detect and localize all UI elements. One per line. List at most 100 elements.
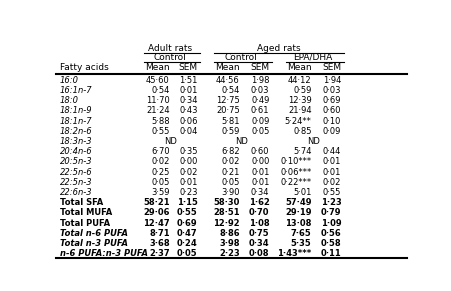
Text: 0·05: 0·05 — [251, 127, 269, 136]
Text: 0·47: 0·47 — [177, 229, 197, 238]
Text: 5·88: 5·88 — [151, 117, 169, 126]
Text: 44·12: 44·12 — [287, 76, 311, 85]
Text: 20:4n-6: 20:4n-6 — [60, 147, 92, 156]
Text: 0·11: 0·11 — [320, 249, 341, 258]
Text: 0·44: 0·44 — [322, 147, 341, 156]
Text: 1·23: 1·23 — [320, 198, 341, 207]
Text: 7·65: 7·65 — [290, 229, 311, 238]
Text: 0·09: 0·09 — [322, 127, 341, 136]
Text: 0·06: 0·06 — [179, 117, 197, 126]
Text: 0·56: 0·56 — [320, 229, 341, 238]
Text: 45·60: 45·60 — [146, 76, 169, 85]
Text: 21·24: 21·24 — [146, 107, 169, 115]
Text: 3·59: 3·59 — [151, 188, 169, 197]
Text: Mean: Mean — [215, 63, 239, 72]
Text: Mean: Mean — [145, 63, 169, 72]
Text: 0·55: 0·55 — [176, 208, 197, 217]
Text: 0·10***: 0·10*** — [280, 157, 311, 166]
Text: 5·01: 5·01 — [293, 188, 311, 197]
Text: 20:5n-3: 20:5n-3 — [60, 157, 92, 166]
Text: 0·02: 0·02 — [179, 168, 197, 177]
Text: 0·06***: 0·06*** — [280, 168, 311, 177]
Text: 8·86: 8·86 — [219, 229, 239, 238]
Text: 29·19: 29·19 — [285, 208, 311, 217]
Text: 0·23: 0·23 — [179, 188, 197, 197]
Text: Total SFA: Total SFA — [60, 198, 103, 207]
Text: 0·04: 0·04 — [179, 127, 197, 136]
Text: 0·55: 0·55 — [322, 188, 341, 197]
Text: 22:5n-6: 22:5n-6 — [60, 168, 92, 177]
Text: 12·75: 12·75 — [216, 96, 239, 105]
Text: 57·49: 57·49 — [285, 198, 311, 207]
Text: 0·01: 0·01 — [322, 168, 341, 177]
Text: EPA/DHA: EPA/DHA — [293, 53, 332, 62]
Text: Total n-3 PUFA: Total n-3 PUFA — [60, 239, 128, 248]
Text: 0·03: 0·03 — [322, 86, 341, 95]
Text: 29·06: 29·06 — [143, 208, 169, 217]
Text: 0·34: 0·34 — [250, 188, 269, 197]
Text: 12·39: 12·39 — [287, 96, 311, 105]
Text: 1·62: 1·62 — [248, 198, 269, 207]
Text: 1·43***: 1·43*** — [276, 249, 311, 258]
Text: 0·01: 0·01 — [251, 168, 269, 177]
Text: 18:2n-6: 18:2n-6 — [60, 127, 92, 136]
Text: 20·75: 20·75 — [216, 107, 239, 115]
Text: 0·10: 0·10 — [322, 117, 341, 126]
Text: ND: ND — [164, 137, 176, 146]
Text: SEM: SEM — [178, 63, 197, 72]
Text: 0·54: 0·54 — [221, 86, 239, 95]
Text: 0·00: 0·00 — [251, 157, 269, 166]
Text: SEM: SEM — [250, 63, 269, 72]
Text: 0·59: 0·59 — [221, 127, 239, 136]
Text: 16:1n-7: 16:1n-7 — [60, 86, 92, 95]
Text: 5·24**: 5·24** — [284, 117, 311, 126]
Text: 44·56: 44·56 — [216, 76, 239, 85]
Text: 0·05: 0·05 — [221, 178, 239, 187]
Text: 22:6n-3: 22:6n-3 — [60, 188, 92, 197]
Text: 0·60: 0·60 — [322, 107, 341, 115]
Text: 0·05: 0·05 — [177, 249, 197, 258]
Text: 0·55: 0·55 — [151, 127, 169, 136]
Text: 0·00: 0·00 — [179, 157, 197, 166]
Text: 1·09: 1·09 — [320, 219, 341, 228]
Text: Mean: Mean — [286, 63, 311, 72]
Text: ND: ND — [235, 137, 247, 146]
Text: 18:1n-7: 18:1n-7 — [60, 117, 92, 126]
Text: 6·82: 6·82 — [221, 147, 239, 156]
Text: 2·23: 2·23 — [218, 249, 239, 258]
Text: 5·81: 5·81 — [221, 117, 239, 126]
Text: 0·34: 0·34 — [249, 239, 269, 248]
Text: SEM: SEM — [322, 63, 341, 72]
Text: 18:3n-3: 18:3n-3 — [60, 137, 92, 146]
Text: 1·94: 1·94 — [322, 76, 341, 85]
Text: 0·03: 0·03 — [250, 86, 269, 95]
Text: 13·08: 13·08 — [285, 219, 311, 228]
Text: 18:0: 18:0 — [60, 96, 79, 105]
Text: 58·30: 58·30 — [213, 198, 239, 207]
Text: 12·47: 12·47 — [143, 219, 169, 228]
Text: 28·51: 28·51 — [212, 208, 239, 217]
Text: 0·01: 0·01 — [179, 178, 197, 187]
Text: n-6 PUFA:n-3 PUFA: n-6 PUFA:n-3 PUFA — [60, 249, 147, 258]
Text: 3·98: 3·98 — [219, 239, 239, 248]
Text: 0·43: 0·43 — [179, 107, 197, 115]
Text: 0·02: 0·02 — [151, 157, 169, 166]
Text: 0·34: 0·34 — [179, 96, 197, 105]
Text: 1·08: 1·08 — [249, 219, 269, 228]
Text: 6·70: 6·70 — [151, 147, 169, 156]
Text: 2·37: 2·37 — [149, 249, 169, 258]
Text: 3·90: 3·90 — [221, 188, 239, 197]
Text: 16:0: 16:0 — [60, 76, 79, 85]
Text: 0·09: 0·09 — [251, 117, 269, 126]
Text: 0·75: 0·75 — [249, 229, 269, 238]
Text: 0·01: 0·01 — [179, 86, 197, 95]
Text: 12·92: 12·92 — [212, 219, 239, 228]
Text: 1·15: 1·15 — [176, 198, 197, 207]
Text: Total n-6 PUFA: Total n-6 PUFA — [60, 229, 128, 238]
Text: 1·98: 1·98 — [250, 76, 269, 85]
Text: 3·68: 3·68 — [149, 239, 169, 248]
Text: 18:1n-9: 18:1n-9 — [60, 107, 92, 115]
Text: 0·25: 0·25 — [151, 168, 169, 177]
Text: 0·61: 0·61 — [250, 107, 269, 115]
Text: 5·74: 5·74 — [292, 147, 311, 156]
